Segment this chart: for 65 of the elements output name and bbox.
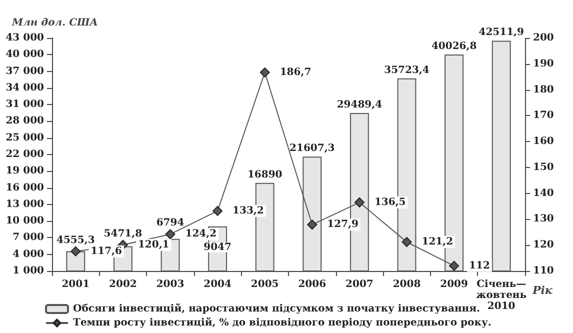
- y2-tick-label: 190: [533, 58, 554, 70]
- data-label: 127,9: [327, 219, 359, 230]
- data-label: 21607,3: [290, 143, 335, 154]
- data-label: 117,6: [90, 246, 122, 257]
- x-tick-label: 2006: [298, 279, 326, 290]
- y2-tick-label: 150: [533, 162, 554, 173]
- y2-tick-label: 170: [533, 110, 554, 122]
- data-label: 29489,4: [336, 99, 382, 110]
- y-tick-label: 13 000: [6, 198, 44, 210]
- y-axis-title: Млн дол. США: [11, 18, 98, 28]
- data-label: 40026,8: [431, 40, 477, 52]
- x-tick-label: 2009: [440, 279, 468, 290]
- data-label: 136,5: [374, 196, 406, 208]
- y-tick-label: 16 000: [6, 182, 44, 194]
- x-tick-label: 2007: [346, 279, 374, 290]
- y-tick-label: 19 000: [6, 166, 44, 177]
- y-tick-label: 10 000: [6, 216, 44, 227]
- point: [307, 220, 318, 230]
- data-label: 35723,4: [384, 64, 430, 76]
- y2-tick-label: 120: [533, 240, 554, 251]
- data-label: 133,2: [232, 205, 264, 216]
- legend-label: Темпи росту інвестицій, % до відповідного періоду попереднього року.: [73, 316, 492, 328]
- x-tick-label: 2005: [250, 279, 279, 290]
- data-label: 121,2: [422, 236, 454, 248]
- point: [260, 67, 270, 78]
- x-tick-label: 2002: [109, 279, 137, 290]
- x-tick-label: 2008: [392, 279, 421, 290]
- y-tick-label: 1 000: [12, 266, 44, 276]
- x-axis-title: Рік: [531, 284, 553, 297]
- y-tick-label: 37 000: [6, 66, 44, 77]
- x-tick-label: 2004: [204, 279, 232, 290]
- point: [212, 206, 223, 216]
- y2-tick-label: 130: [533, 214, 554, 225]
- y2-tick-label: 200: [533, 32, 554, 44]
- point: [354, 197, 364, 208]
- y-tick-label: 34 000: [6, 82, 44, 94]
- y-tick-label: 4 000: [12, 248, 44, 260]
- data-label: 42511,9: [478, 27, 524, 38]
- x-tick-label: 2001: [62, 279, 90, 290]
- y-tick-label: 40 000: [6, 49, 44, 60]
- point: [402, 237, 412, 248]
- y2-tick-label: 180: [533, 84, 554, 96]
- point: [70, 246, 81, 256]
- x-tick-label: 2003: [156, 279, 184, 290]
- data-label: 5471,8: [104, 228, 142, 240]
- y-tick-label: 25 000: [6, 132, 44, 144]
- y-tick-label: 28 000: [6, 116, 44, 127]
- data-label: 4555,3: [56, 234, 95, 246]
- data-label: 9047: [204, 242, 232, 253]
- y-tick-label: 43 000: [6, 32, 44, 44]
- legend-label: Обсяги інвестицій, наростаючим підсумком з початку інвестування.: [73, 302, 480, 314]
- data-label: 186,7: [280, 66, 312, 78]
- y-tick-label: 31 000: [6, 99, 44, 110]
- y-tick-label: 22 000: [6, 149, 44, 160]
- y-tick-label: 7 000: [12, 232, 44, 244]
- y2-tick-label: 140: [533, 188, 554, 199]
- data-label: 16890: [247, 169, 282, 180]
- point: [449, 260, 460, 271]
- data-label: 124,2: [185, 228, 217, 240]
- data-label: 112: [469, 260, 490, 272]
- point: [165, 229, 176, 240]
- y2-tick-label: 110: [533, 266, 554, 276]
- data-label: 6794: [156, 218, 184, 229]
- data-label: 120,1: [138, 239, 170, 250]
- y2-tick-label: 160: [533, 136, 554, 148]
